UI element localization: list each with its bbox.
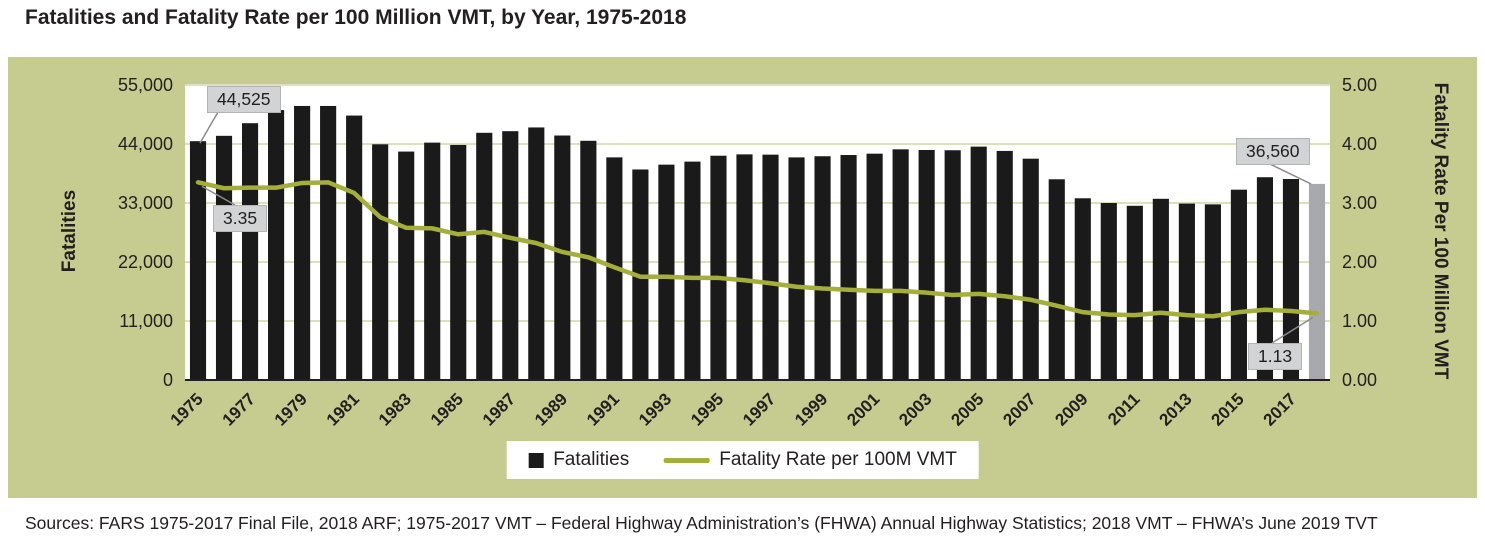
bar-1977: [241, 123, 259, 380]
bar-1995: [710, 155, 727, 380]
bar-1999: [814, 156, 831, 380]
bar-2004: [944, 150, 961, 380]
bar-2015: [1230, 189, 1247, 380]
left-axis-tick-labels: 0 11,000 22,000 33,000 44,000 55,000: [118, 75, 173, 390]
svg-text:1979: 1979: [271, 389, 311, 429]
bar-2005: [970, 146, 987, 380]
bar-2014: [1204, 204, 1221, 380]
bar-2000: [840, 155, 857, 380]
bar-2011: [1126, 205, 1143, 380]
bar-1990: [580, 140, 597, 380]
svg-text:1985: 1985: [427, 389, 467, 429]
svg-text:2003: 2003: [895, 389, 935, 429]
annotation-2018-rate: 1.13: [1248, 343, 1303, 370]
legend-item-fatalities: Fatalities: [528, 449, 629, 471]
bar-1979: [294, 105, 311, 381]
svg-text:1977: 1977: [219, 389, 259, 429]
svg-text:3.00: 3.00: [1342, 193, 1377, 213]
page-title: Fatalities and Fatality Rate per 100 Mil…: [25, 6, 687, 29]
bar-2012: [1152, 198, 1169, 380]
svg-text:2.00: 2.00: [1342, 252, 1377, 272]
bar-1998: [788, 157, 805, 380]
bar-1997: [762, 154, 779, 380]
svg-text:11,000: 11,000: [119, 311, 173, 331]
svg-text:1.00: 1.00: [1342, 311, 1377, 331]
legend-label-fatalities: Fatalities: [553, 449, 630, 470]
right-axis-tick-labels: 0.00 1.00 2.00 3.00 4.00 5.00: [1342, 75, 1377, 390]
fatalities-bars: [189, 105, 1326, 381]
svg-text:1987: 1987: [479, 389, 519, 429]
bar-1981: [346, 115, 363, 380]
bar-1980: [320, 105, 337, 380]
svg-text:2007: 2007: [999, 389, 1039, 429]
bar-2009: [1074, 198, 1091, 380]
svg-text:55,000: 55,000: [118, 75, 173, 95]
svg-text:1989: 1989: [531, 389, 571, 429]
svg-text:44,000: 44,000: [118, 134, 173, 154]
bar-2013: [1178, 203, 1195, 380]
svg-text:4.00: 4.00: [1342, 134, 1377, 154]
svg-text:1991: 1991: [583, 389, 623, 429]
svg-text:1993: 1993: [635, 389, 675, 429]
svg-text:0.00: 0.00: [1342, 370, 1377, 390]
right-axis-title: Fatality Rate Per 100 Million VMT: [1430, 82, 1451, 380]
bar-2008: [1048, 179, 1065, 380]
svg-text:5.00: 5.00: [1342, 75, 1377, 95]
chart-legend: Fatalities Fatality Rate per 100M VMT: [506, 441, 979, 479]
bar-1975: [189, 141, 207, 380]
rate-line-swatch-icon: [663, 457, 710, 463]
bar-1987: [502, 131, 519, 380]
fatalities-bar-swatch-icon: [528, 452, 544, 468]
bar-1986: [476, 132, 493, 380]
annotation-2018-fatalities: 36,560: [1236, 138, 1310, 165]
legend-label-fatality-rate: Fatality Rate per 100M VMT: [719, 449, 957, 470]
x-axis-tick-labels: 1975 1977 1979 1981 1983 1985 1987 1989 1991 1993…: [167, 389, 1300, 429]
source-note: Sources: FARS 1975-2017 Final File, 2018…: [25, 513, 1378, 533]
svg-text:2015: 2015: [1208, 389, 1248, 429]
annotation-1975-rate: 3.35: [213, 205, 268, 232]
bar-2010: [1100, 203, 1117, 380]
svg-text:0: 0: [163, 370, 173, 390]
bar-1989: [554, 135, 571, 380]
annotation-1975-fatalities: 44,525: [207, 86, 281, 113]
bar-1976: [215, 135, 233, 380]
svg-text:2005: 2005: [947, 389, 987, 429]
bar-1988: [528, 127, 545, 381]
svg-text:1981: 1981: [323, 389, 363, 429]
svg-text:2011: 2011: [1104, 389, 1144, 429]
svg-text:33,000: 33,000: [118, 193, 173, 213]
svg-text:2009: 2009: [1051, 389, 1091, 429]
bar-1985: [450, 144, 467, 380]
svg-text:1997: 1997: [739, 389, 779, 429]
svg-text:2017: 2017: [1260, 389, 1300, 429]
bar-1978: [268, 110, 285, 380]
bar-2016: [1256, 177, 1274, 380]
svg-text:2013: 2013: [1156, 389, 1196, 429]
bar-1984: [424, 142, 441, 380]
bar-1996: [736, 154, 753, 380]
svg-text:22,000: 22,000: [118, 252, 173, 272]
bar-1994: [684, 161, 701, 380]
annotation-leader-lines: [199, 111, 1314, 344]
svg-text:2001: 2001: [843, 389, 883, 429]
bar-2001: [866, 153, 883, 380]
legend-item-fatality-rate: Fatality Rate per 100M VMT: [663, 449, 957, 471]
bar-1983: [398, 151, 415, 380]
fatality-rate-line: [195, 180, 1320, 319]
svg-text:1995: 1995: [687, 389, 727, 429]
chart-panel: 0 11,000 22,000 33,000 44,000 55,000 0.00 1.00 2…: [8, 57, 1477, 498]
bar-2006: [996, 150, 1013, 380]
combo-chart: 0 11,000 22,000 33,000 44,000 55,000 0.00 1.00 2…: [118, 75, 1377, 430]
bar-2018: [1308, 183, 1326, 380]
svg-text:1999: 1999: [791, 389, 831, 429]
svg-text:1975: 1975: [167, 389, 207, 429]
bar-2017: [1282, 179, 1300, 380]
svg-text:1983: 1983: [375, 389, 415, 429]
bar-2002: [892, 149, 909, 380]
left-axis-title: Fatalities: [59, 189, 80, 273]
bar-2003: [918, 149, 935, 380]
bar-2007: [1022, 158, 1039, 380]
bar-1982: [372, 144, 389, 380]
bar-1993: [658, 164, 675, 380]
